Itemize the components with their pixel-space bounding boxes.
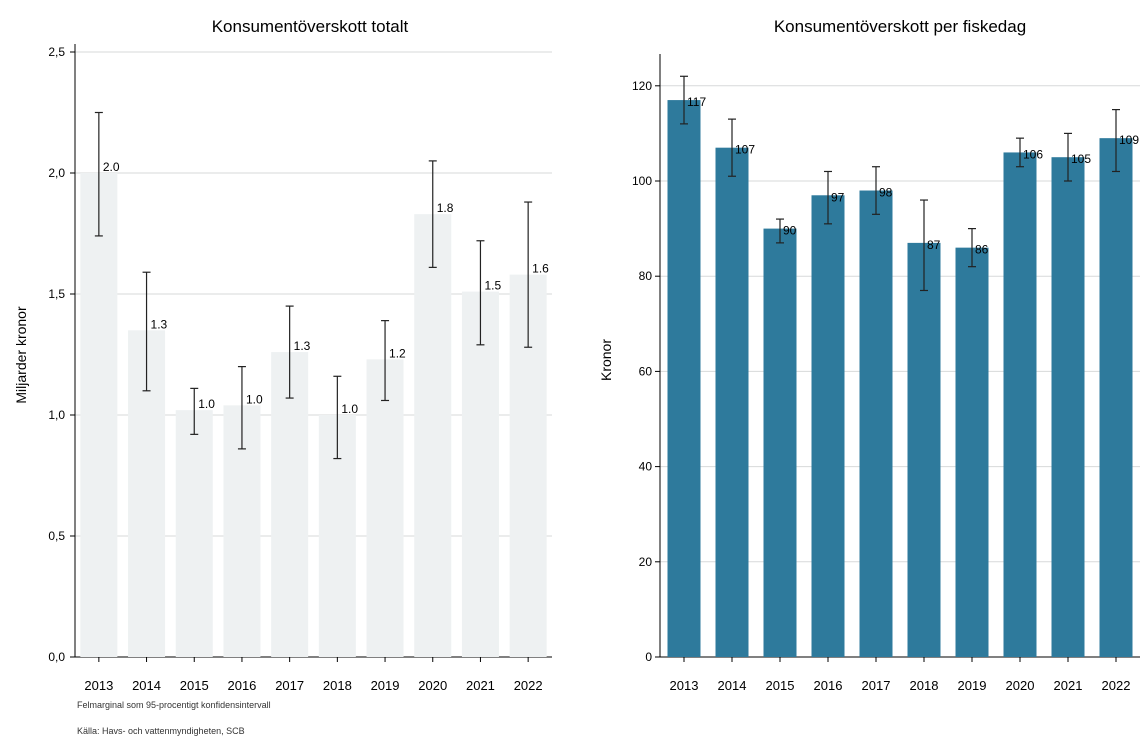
x-tick-label: 2021: [466, 678, 495, 693]
chart-title: Konsumentöverskott totalt: [212, 17, 409, 36]
chart-title: Konsumentöverskott per fiskedag: [774, 17, 1026, 36]
plot-area: 0 20 40 60 80 100 120 117 2013 107 2014 90 2015 97 201…: [632, 54, 1140, 693]
x-tick-label: 2013: [670, 678, 699, 693]
x-tick-label: 2016: [227, 678, 256, 693]
data-label: 106: [1023, 147, 1043, 161]
x-tick-label: 2021: [1054, 678, 1083, 693]
bar: [175, 410, 213, 657]
bar: [366, 359, 404, 657]
x-tick-label: 2017: [275, 678, 304, 693]
y-tick-label: 1,0: [48, 408, 65, 422]
bar: [811, 195, 845, 657]
x-tick-label: 2018: [323, 678, 352, 693]
bar: [1051, 157, 1085, 657]
bar: [1003, 152, 1037, 657]
y-tick-label: 100: [632, 174, 652, 188]
y-tick-label: 1,5: [48, 287, 65, 301]
data-label: 1.8: [437, 201, 454, 215]
bar: [271, 352, 309, 657]
data-label: 87: [927, 238, 941, 252]
x-tick-label: 2015: [180, 678, 209, 693]
x-tick-label: 2020: [418, 678, 447, 693]
y-tick-label: 0,0: [48, 650, 65, 664]
y-tick-label: 40: [639, 460, 653, 474]
data-label: 107: [735, 143, 755, 157]
x-tick-label: 2016: [814, 678, 843, 693]
y-tick-label: 120: [632, 79, 652, 93]
data-label: 1.2: [389, 346, 406, 360]
y-axis-label: Miljarder kronor: [13, 306, 29, 404]
chart-per-day: Konsumentöverskott per fiskedag Kronor 0…: [598, 17, 1140, 693]
data-label: 105: [1071, 152, 1091, 166]
y-tick-label: 20: [639, 555, 653, 569]
data-label: 90: [783, 224, 797, 238]
x-tick-label: 2019: [958, 678, 987, 693]
plot-area: 0,0 0,5 1,0 1,5 2,0 2,5 2.0 2013 1.3 2014 1.0 2015 1…: [48, 44, 552, 693]
data-label: 86: [975, 243, 989, 257]
bar: [715, 147, 749, 657]
bar: [859, 190, 893, 657]
data-label: 98: [879, 186, 893, 200]
bar: [955, 247, 989, 657]
bar: [1099, 138, 1133, 657]
x-tick-label: 2022: [514, 678, 543, 693]
data-label: 109: [1119, 133, 1139, 147]
x-tick-label: 2015: [766, 678, 795, 693]
y-tick-label: 0: [645, 650, 652, 664]
x-tick-label: 2020: [1006, 678, 1035, 693]
data-label: 117: [687, 95, 706, 109]
footnote-source: Källa: Havs- och vattenmyndigheten, SCB: [77, 726, 245, 736]
chart-total: Konsumentöverskott totalt Miljarder kron…: [13, 17, 552, 693]
bar: [667, 100, 701, 657]
data-label: 1.6: [532, 262, 549, 276]
bar: [763, 228, 797, 657]
data-label: 2.0: [103, 160, 120, 174]
footnote-margin: Felmarginal som 95-procentigt konfidensi…: [77, 700, 271, 710]
y-tick-label: 60: [639, 364, 653, 378]
y-tick-label: 0,5: [48, 529, 65, 543]
data-label: 1.3: [294, 339, 311, 353]
bar: [80, 173, 118, 657]
x-tick-label: 2013: [84, 678, 113, 693]
x-tick-label: 2019: [371, 678, 400, 693]
y-tick-label: 2,0: [48, 166, 65, 180]
data-label: 1.0: [246, 392, 263, 406]
data-label: 1.3: [151, 317, 168, 331]
x-tick-label: 2014: [718, 678, 747, 693]
bar: [414, 214, 452, 657]
data-label: 1.0: [341, 402, 358, 416]
y-tick-label: 2,5: [48, 45, 65, 59]
data-label: 97: [831, 190, 845, 204]
data-label: 1.0: [198, 397, 215, 411]
bar: [907, 242, 941, 657]
data-label: 1.5: [484, 279, 501, 293]
x-tick-label: 2018: [910, 678, 939, 693]
x-tick-label: 2022: [1102, 678, 1131, 693]
bar: [461, 291, 499, 657]
y-tick-label: 80: [639, 269, 653, 283]
x-tick-label: 2014: [132, 678, 161, 693]
x-tick-label: 2017: [862, 678, 891, 693]
y-axis-label: Kronor: [598, 339, 614, 381]
